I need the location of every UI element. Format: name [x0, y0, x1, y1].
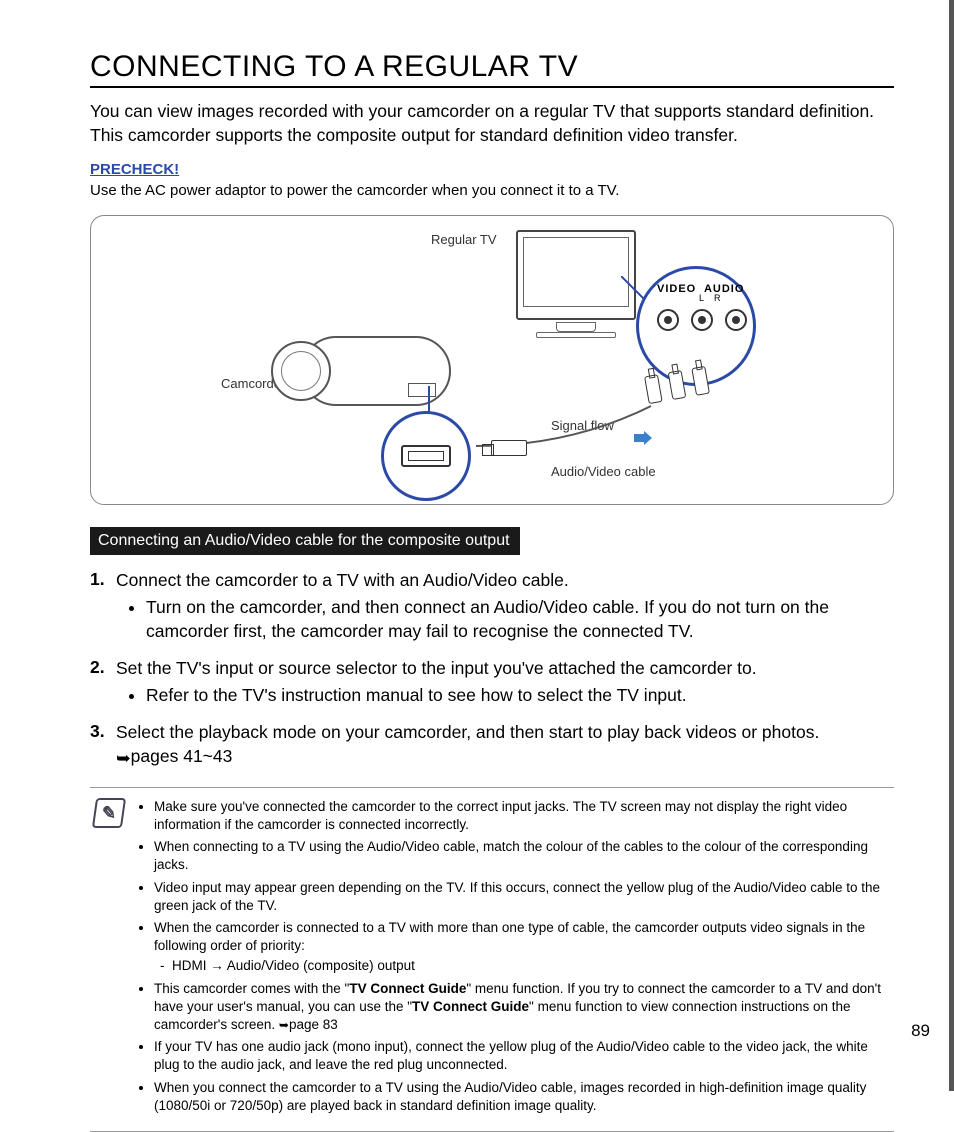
step-num: 2. [90, 657, 116, 707]
video-text: VIDEO [657, 283, 696, 295]
steps-list: 1. Connect the camcorder to a TV with an… [90, 569, 894, 768]
step-bullet: Turn on the camcorder, and then connect … [146, 596, 894, 643]
step-bullet: Refer to the TV's instruction manual to … [146, 684, 894, 708]
video-jack-icon [657, 309, 679, 331]
step-text: Set the TV's input or source selector to… [116, 658, 757, 678]
step-2: 2. Set the TV's input or source selector… [90, 657, 894, 707]
precheck-label: PRECHECK! [90, 161, 894, 178]
note-item: When the camcorder is connected to a TV … [154, 919, 886, 976]
note-item: This camcorder comes with the "TV Connec… [154, 980, 886, 1035]
connection-diagram: Regular TV Camcorder Signal flow Audio/V… [90, 215, 894, 505]
section-subhead: Connecting an Audio/Video cable for the … [90, 527, 520, 555]
note-sub-item: HDMI → Audio/Video (composite) output [172, 957, 886, 975]
step-1: 1. Connect the camcorder to a TV with an… [90, 569, 894, 643]
note-item: When you connect the camcorder to a TV u… [154, 1079, 886, 1115]
page-ref: pages 41~43 [131, 746, 233, 766]
note-item: Video input may appear green depending o… [154, 879, 886, 915]
notes-box: ✎ Make sure you've connected the camcord… [90, 787, 894, 1132]
l-text: L [699, 293, 714, 303]
page-number: 89 [911, 1021, 930, 1041]
step-text: Connect the camcorder to a TV with an Au… [116, 570, 569, 590]
tv-drawing [516, 230, 636, 320]
intro-text: You can view images recorded with your c… [90, 100, 894, 147]
step-num: 1. [90, 569, 116, 643]
diagram-label-tv: Regular TV [431, 232, 497, 247]
r-text: R [714, 293, 731, 303]
step-3: 3. Select the playback mode on your camc… [90, 721, 894, 768]
page-title: CONNECTING TO A REGULAR TV [90, 50, 894, 88]
note-item: Make sure you've connected the camcorder… [154, 798, 886, 834]
side-tab [949, 0, 954, 1091]
signal-arrow-icon [634, 431, 652, 445]
note-icon: ✎ [92, 798, 126, 828]
audio-r-jack-icon [725, 309, 747, 331]
page-ref-arrow-icon: ➥ [279, 1018, 289, 1032]
step-num: 3. [90, 721, 116, 768]
note-item: If your TV has one audio jack (mono inpu… [154, 1038, 886, 1074]
page-ref-arrow-icon: ➥ [116, 747, 131, 771]
step-text: Select the playback mode on your camcord… [116, 722, 819, 742]
port-callout [381, 411, 471, 501]
precheck-body: Use the AC power adaptor to power the ca… [90, 182, 894, 199]
av-plug-icon [491, 440, 527, 456]
note-item: When connecting to a TV using the Audio/… [154, 838, 886, 874]
audio-l-jack-icon [691, 309, 713, 331]
